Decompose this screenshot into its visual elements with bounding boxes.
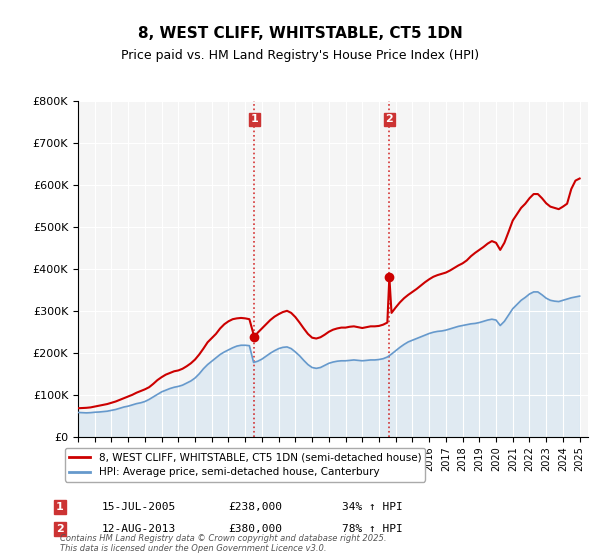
Text: £238,000: £238,000 [228, 502, 282, 512]
Text: Price paid vs. HM Land Registry's House Price Index (HPI): Price paid vs. HM Land Registry's House … [121, 49, 479, 63]
Text: 15-JUL-2005: 15-JUL-2005 [102, 502, 176, 512]
Text: 1: 1 [56, 502, 64, 512]
Legend: 8, WEST CLIFF, WHITSTABLE, CT5 1DN (semi-detached house), HPI: Average price, se: 8, WEST CLIFF, WHITSTABLE, CT5 1DN (semi… [65, 448, 425, 482]
Text: 1: 1 [250, 114, 258, 124]
Text: 12-AUG-2013: 12-AUG-2013 [102, 524, 176, 534]
Text: 8, WEST CLIFF, WHITSTABLE, CT5 1DN: 8, WEST CLIFF, WHITSTABLE, CT5 1DN [137, 26, 463, 41]
Text: 34% ↑ HPI: 34% ↑ HPI [342, 502, 403, 512]
Text: 2: 2 [385, 114, 393, 124]
Text: Contains HM Land Registry data © Crown copyright and database right 2025.
This d: Contains HM Land Registry data © Crown c… [60, 534, 386, 553]
Text: 2: 2 [56, 524, 64, 534]
Text: 78% ↑ HPI: 78% ↑ HPI [342, 524, 403, 534]
Text: £380,000: £380,000 [228, 524, 282, 534]
